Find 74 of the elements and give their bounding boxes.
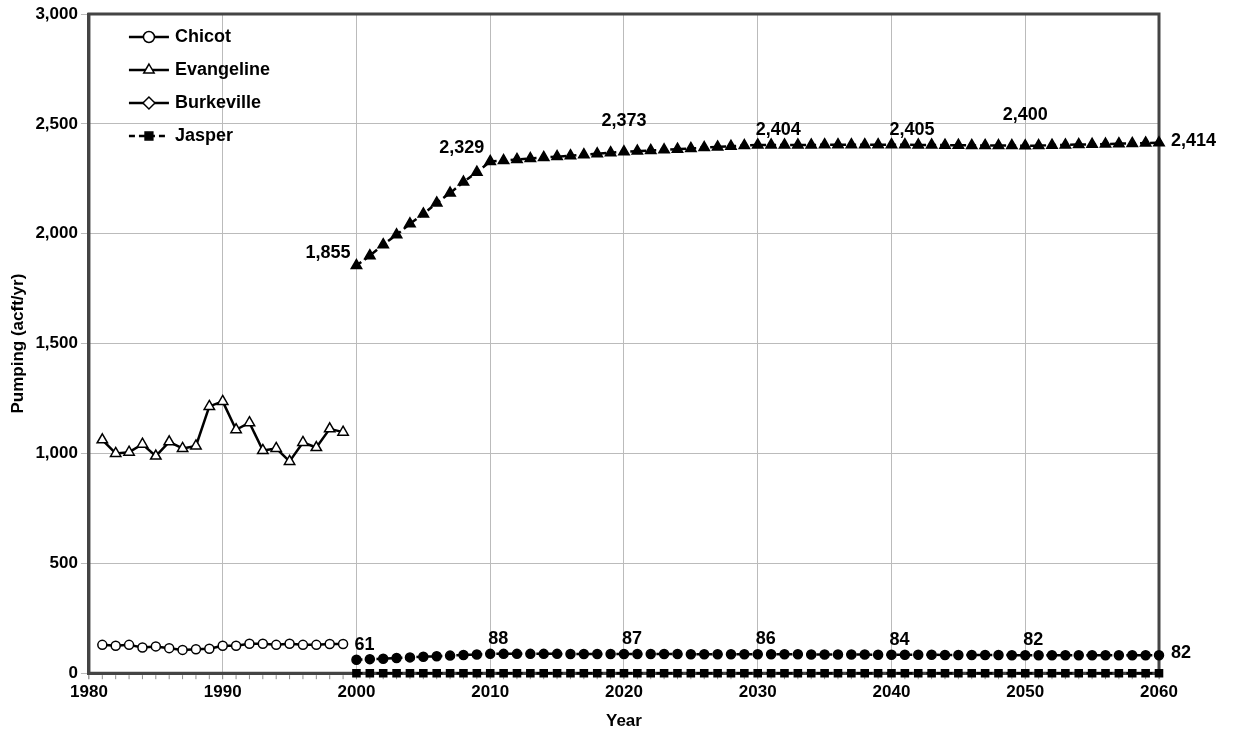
point (190, 439, 202, 450)
point (230, 422, 243, 434)
x-tick-label: 2040 (872, 682, 911, 702)
point (324, 638, 335, 650)
data-label: 1,855 (305, 241, 351, 262)
point (109, 446, 122, 458)
point (310, 440, 323, 452)
point (297, 639, 309, 651)
point (323, 422, 336, 433)
point (150, 641, 162, 652)
data-label: 2,405 (889, 118, 935, 139)
y-tick-label: 0 (68, 662, 78, 682)
point (123, 639, 135, 651)
point (163, 642, 175, 654)
point (257, 638, 269, 650)
point (123, 445, 136, 456)
point (97, 639, 108, 651)
point (204, 643, 215, 655)
data-label: 82 (1023, 629, 1044, 650)
point (244, 638, 255, 650)
point (270, 441, 283, 453)
data-label: 82 (1171, 642, 1192, 663)
point (256, 443, 269, 455)
legend-label: Evangeline (174, 58, 270, 79)
y-tick-label: 2,500 (35, 113, 78, 133)
data-label: 2,400 (1002, 103, 1048, 124)
point (190, 644, 202, 655)
data-label: 2,329 (439, 137, 485, 158)
data-label: 2,404 (755, 118, 801, 139)
x-tick-label: 2000 (337, 682, 376, 702)
legend-label: Burkeville (174, 91, 261, 112)
legend-label: Chicot (174, 25, 231, 46)
y-tick-label: 1,500 (35, 333, 78, 353)
data-label: 2,414 (1171, 129, 1217, 150)
point (176, 441, 189, 453)
y-tick-label: 1,000 (35, 443, 78, 463)
data-label: 88 (488, 627, 509, 648)
point (149, 449, 162, 460)
point (163, 435, 176, 446)
data-label: 2,373 (601, 109, 647, 130)
point (216, 394, 229, 406)
y-tick-label: 2,000 (35, 223, 78, 243)
point (230, 640, 242, 651)
point (337, 425, 350, 436)
point (217, 640, 228, 651)
x-tick-label: 2020 (605, 682, 643, 702)
x-tick-label: 2050 (1006, 682, 1045, 702)
legend-label: Jasper (174, 124, 233, 145)
point (96, 433, 109, 444)
x-axis-title: Year (606, 711, 643, 731)
data-label: 86 (755, 628, 776, 649)
point (283, 454, 296, 466)
point (337, 638, 349, 650)
point (177, 644, 188, 656)
point (203, 399, 216, 411)
x-tick-label: 2060 (1140, 682, 1178, 702)
point (243, 415, 256, 427)
point (136, 437, 149, 448)
point (284, 638, 295, 650)
y-axis-title: Pumping (acft/yr) (7, 273, 27, 414)
x-tick-label: 1990 (203, 682, 242, 702)
data-label: 84 (889, 628, 910, 649)
point (110, 640, 121, 651)
point (297, 435, 309, 447)
y-tick-label: 500 (49, 553, 78, 573)
x-tick-label: 2010 (471, 682, 510, 702)
x-tick-label: 2030 (738, 682, 777, 702)
point (270, 639, 282, 651)
y-tick-label: 3,000 (35, 3, 78, 23)
data-label: 87 (621, 628, 642, 649)
point (137, 642, 148, 653)
data-label: 61 (354, 633, 375, 654)
point (311, 639, 322, 651)
x-tick-label: 1980 (70, 682, 108, 702)
